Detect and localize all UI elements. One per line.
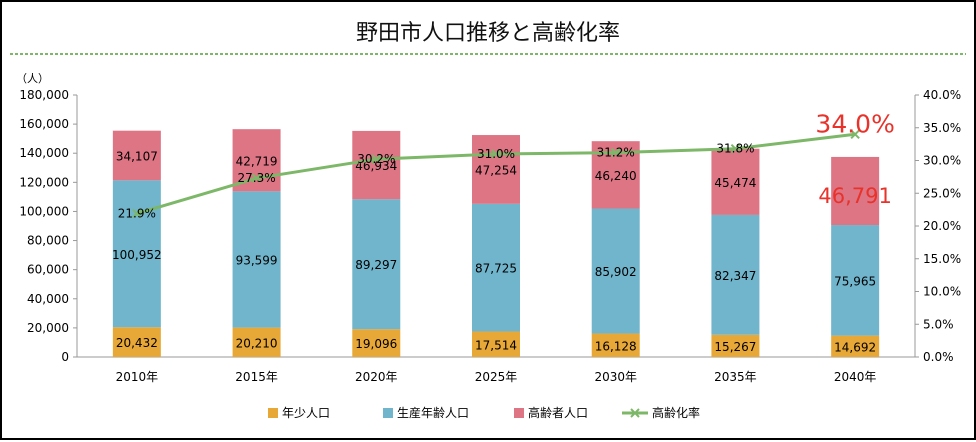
rate-point xyxy=(730,144,741,154)
rate-point xyxy=(491,149,501,159)
legend: 年少人口 生産年齢人口 高齢者人口 高齢化率 xyxy=(268,405,700,420)
bar-value-label: 42,719 xyxy=(236,154,278,168)
bar-segment xyxy=(472,331,520,357)
y2-tick-label: 30.0% xyxy=(923,154,961,168)
bar-segment xyxy=(352,329,401,357)
rate-value-label: 31.8% xyxy=(716,142,754,156)
bar-value-label: 87,725 xyxy=(475,262,517,276)
legend-swatch xyxy=(268,408,278,418)
rate-point xyxy=(371,154,381,164)
bar-value-label: 100,952 xyxy=(112,248,162,262)
y-tick-label: 20,000 xyxy=(27,321,69,335)
rate-value-label: 27.3% xyxy=(238,171,276,185)
x-tick-label: 2015年 xyxy=(235,370,278,384)
bar-segment xyxy=(112,180,161,328)
bar-segment xyxy=(591,208,640,334)
y-tick-label: 100,000 xyxy=(19,204,69,218)
bar-segment xyxy=(352,199,401,330)
bar-value-label: 89,297 xyxy=(355,258,397,272)
x-tick-label: 2025年 xyxy=(475,370,518,384)
x-tick-label: 2020年 xyxy=(355,370,398,384)
y2-tick-label: 5.0% xyxy=(923,317,954,331)
y-axis-unit: （人） xyxy=(16,72,49,85)
y-tick-label: 140,000 xyxy=(19,146,69,160)
y2-tick-label: 25.0% xyxy=(923,186,961,200)
bar-segment xyxy=(232,327,281,357)
y-tick-label: 120,000 xyxy=(19,175,69,189)
rate-point xyxy=(850,129,860,140)
legend-label: 生産年齢人口 xyxy=(397,405,469,420)
rate-value-label: 30.2% xyxy=(357,152,395,166)
y2-tick-label: 40.0% xyxy=(923,88,961,102)
bar-value-label: 75,965 xyxy=(834,274,876,288)
bar-segment xyxy=(112,130,161,181)
bar-value-label: 20,432 xyxy=(116,336,158,350)
bar-value-label: 45,474 xyxy=(714,176,756,190)
bar-segment xyxy=(711,148,760,215)
rate-point xyxy=(611,147,621,158)
y-tick-label: 60,000 xyxy=(27,263,69,277)
bar-segment xyxy=(831,225,880,336)
legend-swatch xyxy=(514,408,524,418)
legend-marker xyxy=(630,408,640,418)
bar-segment xyxy=(831,335,880,357)
plot-area: 0 20,000 40,000 60,000 80,000 100,000 120,000 1… xyxy=(19,88,961,384)
bar-value-label: 46,791 xyxy=(818,184,891,208)
bar-segment xyxy=(711,334,760,357)
bar-segment xyxy=(831,156,880,226)
x-tick-label: 2030年 xyxy=(594,370,637,384)
y-tick-label: 180,000 xyxy=(19,88,69,102)
rate-value-label: 31.2% xyxy=(597,146,635,160)
legend-label: 高齢化率 xyxy=(652,405,700,420)
bar-segment xyxy=(352,130,401,200)
legend-label: 年少人口 xyxy=(282,406,330,420)
bar-segment xyxy=(232,129,281,192)
bar-value-label: 82,347 xyxy=(714,269,756,283)
x-tick-label: 2010年 xyxy=(116,370,159,384)
y-tick-label: 80,000 xyxy=(27,234,69,248)
bar-segment xyxy=(472,135,520,204)
rate-value-label: 21.9% xyxy=(118,207,156,221)
bar-value-label: 47,254 xyxy=(475,163,517,177)
bar-segment xyxy=(112,327,161,357)
y2-tick-label: 0.0% xyxy=(923,350,954,364)
bar-value-label: 34,107 xyxy=(116,149,158,163)
bar-value-label: 15,267 xyxy=(714,340,756,354)
legend-label: 高齢者人口 xyxy=(528,405,588,420)
bar-segment xyxy=(711,214,760,335)
x-tick-label: 2035年 xyxy=(714,370,757,384)
bar-value-label: 20,210 xyxy=(236,336,278,350)
y-tick-label: 0 xyxy=(61,350,69,364)
chart-title: 野田市人口推移と高齢化率 xyxy=(356,21,620,46)
bar-segment xyxy=(232,191,281,328)
y2-tick-label: 10.0% xyxy=(923,285,961,299)
rate-value-label: 31.0% xyxy=(477,147,515,161)
bar-segment xyxy=(591,333,640,357)
bar-segment xyxy=(472,203,520,332)
rate-point xyxy=(132,208,142,219)
bar-value-label: 17,514 xyxy=(475,338,517,352)
y2-tick-label: 15.0% xyxy=(923,252,961,266)
x-tick-label: 2040年 xyxy=(834,370,877,384)
y-tick-label: 40,000 xyxy=(27,292,69,306)
y-tick-label: 160,000 xyxy=(19,117,69,131)
bar-value-label: 46,240 xyxy=(595,169,637,183)
bar-value-label: 16,128 xyxy=(595,339,637,353)
bar-value-label: 19,096 xyxy=(355,337,397,351)
bar-value-label: 14,692 xyxy=(834,340,876,354)
bar-value-label: 46,934 xyxy=(355,159,397,173)
bar-value-label: 85,902 xyxy=(595,265,637,279)
y2-tick-label: 20.0% xyxy=(923,219,961,233)
bar-value-label: 93,599 xyxy=(236,253,278,267)
rate-value-label: 34.0% xyxy=(815,109,894,138)
rate-point xyxy=(251,173,262,183)
y2-tick-label: 35.0% xyxy=(923,121,961,135)
legend-swatch xyxy=(383,408,393,418)
